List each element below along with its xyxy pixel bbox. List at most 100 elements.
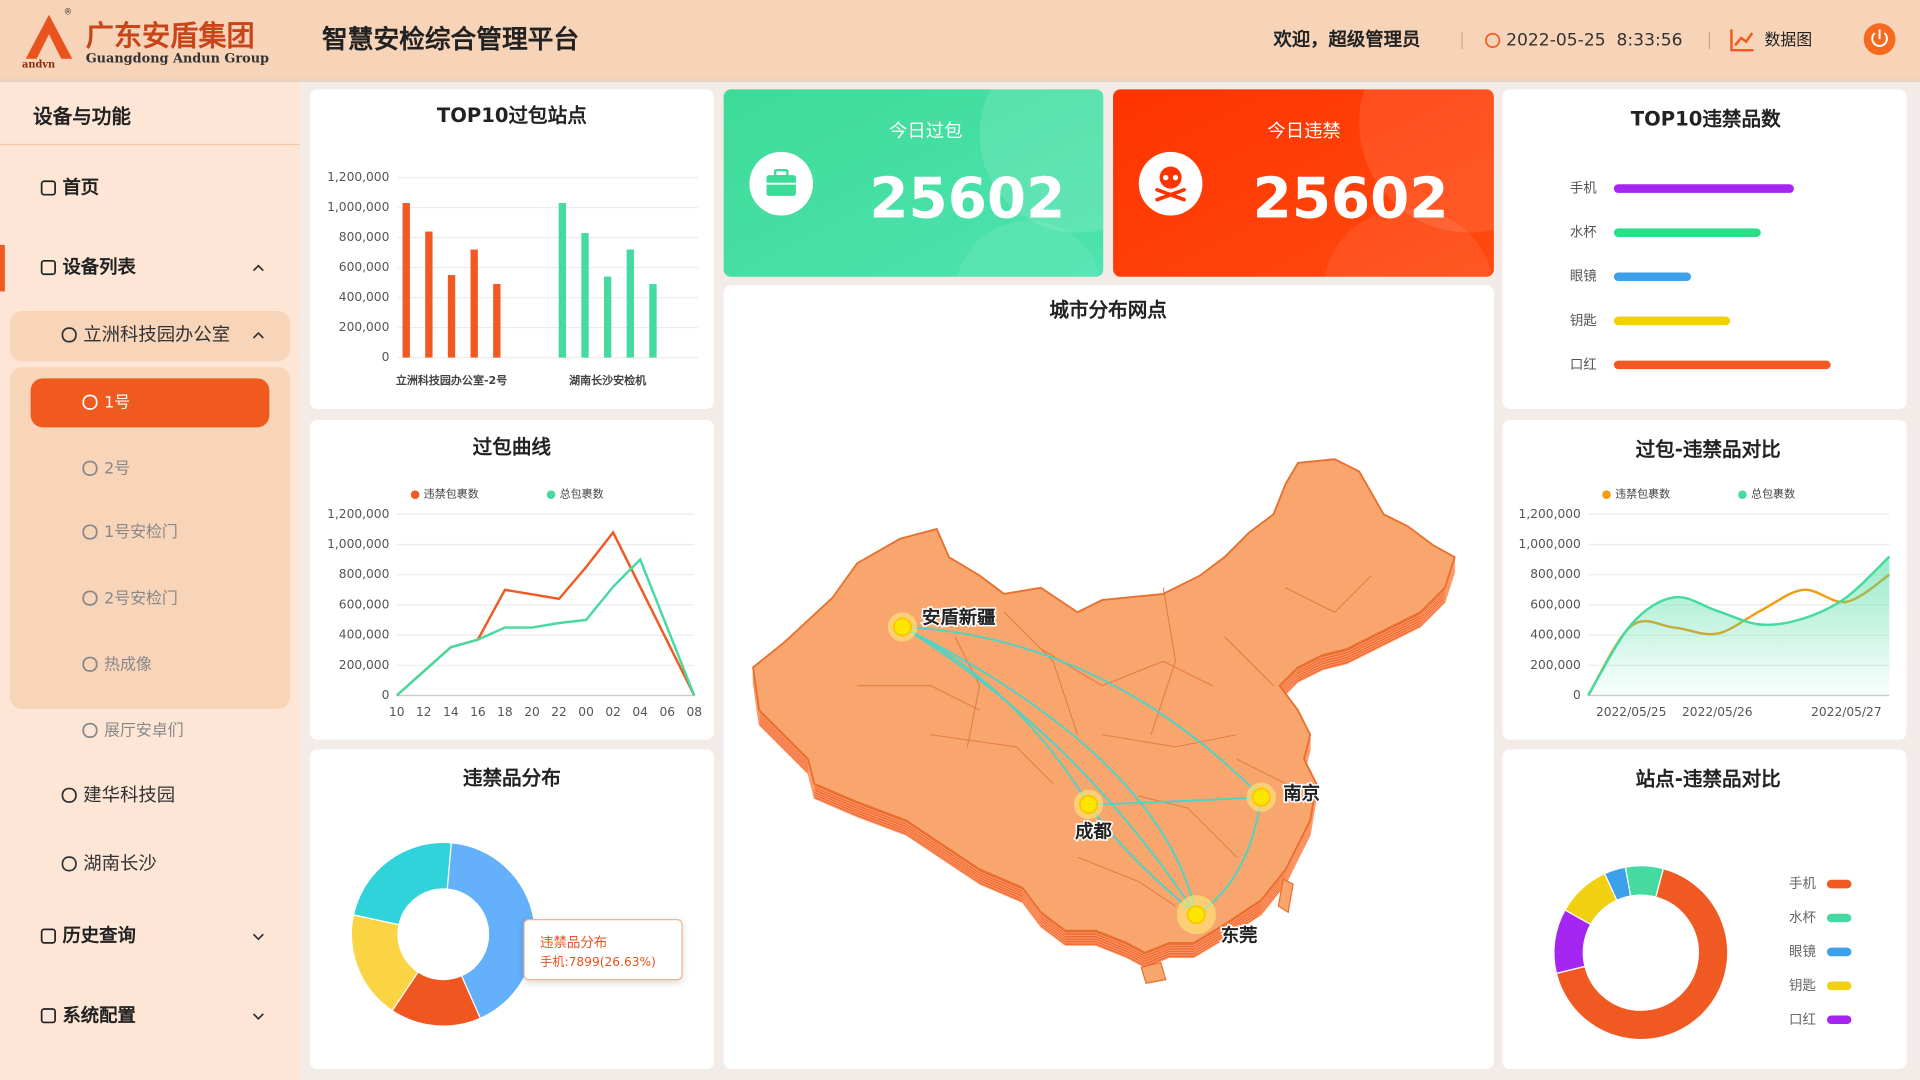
group-bg (9, 311, 291, 362)
province-border (1003, 611, 1079, 735)
nav-item[interactable]: 首页 (40, 177, 100, 199)
nav-item[interactable]: 立洲科技园办公室 (61, 325, 264, 346)
kpi-value: 25602 (869, 167, 1065, 232)
flight-line (1087, 803, 1197, 916)
x-tick-label: 02 (605, 705, 621, 719)
kpi-icon (1159, 166, 1182, 189)
kpi-deco (1322, 208, 1494, 277)
y-tick-label: 800,000 (1530, 567, 1581, 581)
nav-icon (82, 590, 98, 606)
legend-label: 总包裹数 (1751, 487, 1795, 501)
nav-icon (82, 722, 98, 738)
legend-marker (1826, 981, 1852, 991)
y-tick-label: 200,000 (1530, 658, 1581, 672)
nav-item[interactable]: 展厅安卓们 (82, 721, 184, 740)
nav-item[interactable]: 湖南长沙 (61, 853, 157, 874)
panel (309, 89, 714, 409)
nav-item[interactable]: 设备列表 (40, 256, 264, 278)
y-tick-label: 800,000 (339, 567, 390, 581)
kpi-icon (766, 175, 796, 196)
x-tick-label: 10 (389, 705, 405, 719)
legend-marker (1826, 1015, 1852, 1025)
nav-item[interactable]: 2号安检门 (82, 588, 178, 607)
kpi-icon (1163, 174, 1169, 181)
nav-label: 建华科技园 (83, 785, 175, 806)
nav-label: 湖南长沙 (83, 853, 156, 874)
x-tick-label: 2022/05/25 (1596, 705, 1667, 719)
x-tick-label: 14 (443, 705, 459, 719)
nav-label: 立洲科技园办公室 (83, 325, 230, 346)
x-tick-label: 立洲科技园办公室-2号 (396, 373, 507, 387)
logo-registered: ® (64, 8, 73, 18)
legend-label: 眼镜 (1789, 944, 1816, 960)
x-tick-label: 08 (686, 705, 702, 719)
nav-item[interactable]: 建华科技园 (61, 785, 175, 806)
x-tick-label: 2022/05/27 (1811, 705, 1882, 719)
area (1588, 556, 1890, 696)
kpi-deco (1359, 89, 1494, 233)
data-link-label: 数据图 (1764, 30, 1812, 49)
x-tick-label: 16 (470, 705, 486, 719)
city-dot (1079, 795, 1099, 814)
nav-item[interactable]: 热成像 (82, 654, 152, 673)
header-bar (0, 0, 1920, 79)
flight-line (902, 625, 1262, 798)
nav-label: 2号安检门 (104, 588, 178, 607)
chevron (252, 933, 264, 941)
nav-label: 热成像 (104, 654, 152, 673)
province-border (1040, 648, 1213, 687)
nav-item[interactable]: 1号安检门 (82, 522, 178, 541)
chart-title: 站点-违禁品对比 (1636, 768, 1781, 791)
kpi-deco (979, 89, 1104, 233)
bar (1613, 184, 1794, 193)
active-indicator (0, 244, 5, 292)
data-link[interactable]: 数据图 (1730, 29, 1812, 52)
nav-item[interactable]: 1号 (82, 392, 130, 411)
nav-label: 1号安检门 (104, 522, 178, 541)
city-label: 成都 (1075, 821, 1112, 843)
panel (1502, 89, 1907, 409)
welcome-text: 欢迎，超级管理员 (1272, 28, 1420, 50)
nav-icon (61, 856, 77, 872)
legend-label: 违禁包裹数 (424, 487, 479, 501)
nav-icon (40, 928, 56, 944)
category-label: 钥匙 (1570, 313, 1597, 329)
legend-label: 违禁包裹数 (1615, 487, 1670, 501)
kpi-label: 今日过包 (889, 121, 962, 142)
bar (1613, 272, 1692, 282)
power-button[interactable] (1863, 23, 1896, 56)
x-tick-label: 06 (659, 705, 675, 719)
bar (558, 203, 567, 358)
nav-item[interactable]: 系统配置 (40, 1004, 264, 1026)
line (1587, 555, 1891, 697)
chart-title: 过包-违禁品对比 (1636, 438, 1781, 461)
nav-label: 首页 (62, 177, 99, 199)
y-tick-label: 800,000 (339, 230, 390, 244)
datetime: 2022-05-25 8:33:56 (1506, 30, 1682, 50)
company-name-en: Guangdong Andun Group (86, 51, 269, 66)
nav-label: 历史查询 (62, 925, 135, 947)
nav-item[interactable]: 历史查询 (40, 925, 264, 947)
nav-label: 2号 (104, 458, 130, 477)
province-border (857, 685, 980, 711)
y-tick-label: 0 (382, 688, 390, 702)
nav-icon (40, 1008, 56, 1024)
legend-marker (410, 490, 420, 499)
tooltip-title: 违禁品分布 (540, 935, 607, 951)
nav-item[interactable]: 2号 (82, 458, 130, 477)
kpi-card: 今日违禁 25602 (1113, 89, 1494, 277)
category-label: 手机 (1570, 181, 1597, 197)
chevron (252, 331, 264, 339)
bar (626, 249, 634, 358)
bar (470, 249, 478, 358)
pie-slice (1624, 865, 1665, 898)
logo-text: andvn (22, 59, 55, 70)
logo-mark (25, 14, 73, 59)
bar (493, 284, 501, 358)
x-tick-label: 00 (578, 705, 594, 719)
header-shadow (0, 78, 1920, 83)
sidebar-title: 设备与功能 (33, 105, 131, 128)
province-border (954, 636, 981, 748)
platform-title: 智慧安检综合管理平台 (322, 24, 579, 55)
